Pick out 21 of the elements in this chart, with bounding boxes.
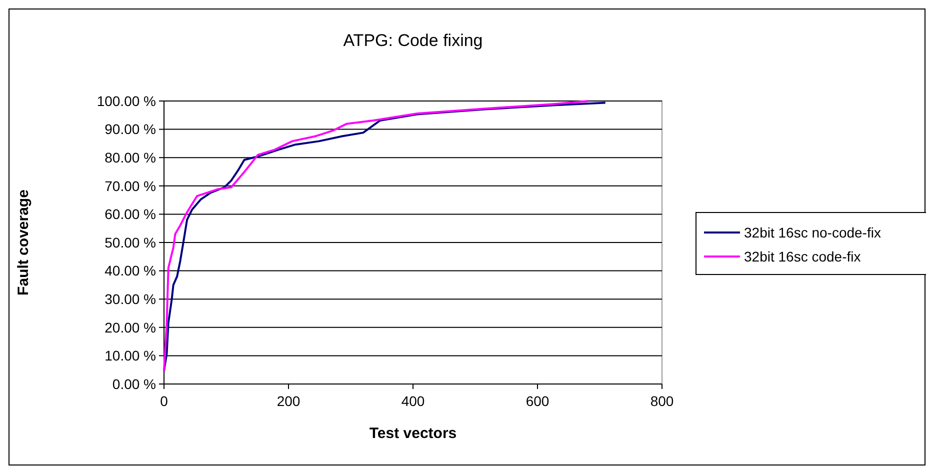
y-tick-label: 20.00 % xyxy=(104,319,156,336)
y-tick-label: 100.00 % xyxy=(96,92,156,109)
x-tick-label: 400 xyxy=(401,393,425,409)
y-tick-label: 80.00 % xyxy=(104,150,156,166)
x-axis-title: Test vectors xyxy=(369,425,457,442)
chart-title: ATPG: Code fixing xyxy=(343,31,483,50)
y-tick-label: 40.00 % xyxy=(104,262,156,279)
y-tick-label: 90.00 % xyxy=(104,121,156,138)
x-tick-label: 800 xyxy=(650,393,674,409)
y-tick-label: 0.00 % xyxy=(112,376,156,392)
legend-label: 32bit 16sc code-fix xyxy=(744,248,861,264)
y-tick-label: 10.00 % xyxy=(104,348,156,364)
y-tick-label: 50.00 % xyxy=(104,234,156,250)
y-tick-label: 60.00 % xyxy=(104,206,156,222)
y-tick-label: 30.00 % xyxy=(104,291,156,307)
x-tick-label: 200 xyxy=(276,393,300,409)
x-tick-label: 0 xyxy=(160,393,168,409)
legend-label: 32bit 16sc no-code-fix xyxy=(744,224,881,240)
y-tick-label: 70.00 % xyxy=(104,178,156,194)
x-tick-label: 600 xyxy=(526,393,550,409)
y-axis-title: Fault coverage xyxy=(15,190,32,296)
